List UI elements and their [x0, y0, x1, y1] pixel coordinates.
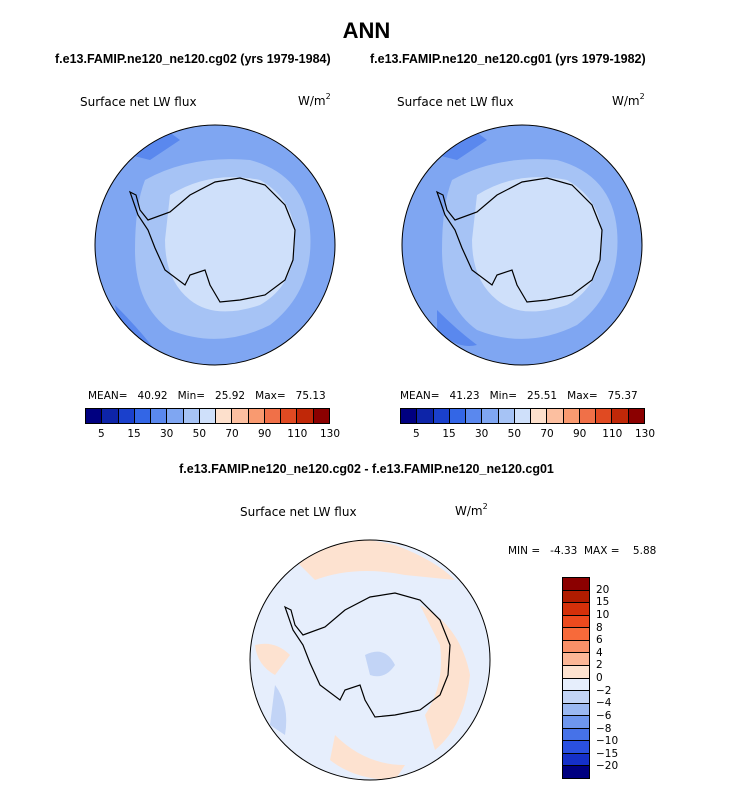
colorbar-tick-label: −4: [596, 697, 612, 710]
colorbar-swatch: [134, 409, 152, 423]
colorbar-swatch: [628, 409, 644, 423]
colorbar-tick-label: 5: [97, 428, 105, 440]
colorbar-swatch: [199, 409, 217, 423]
colorbar-swatch: [563, 741, 589, 754]
colorbar-swatch: [102, 409, 119, 423]
left-panel-unit: W/m2: [298, 92, 331, 108]
colorbar-swatch: [563, 615, 589, 629]
colorbar-tick-label: 30: [159, 428, 174, 440]
colorbar-tick-label: 2: [596, 659, 603, 672]
colorbar-tick-label: 70: [540, 428, 554, 440]
colorbar-tick-label: −15: [596, 747, 619, 760]
colorbar-tick-label: 15: [127, 428, 141, 440]
colorbar-tick-label: −8: [596, 722, 612, 735]
right-polar-map: [401, 124, 643, 366]
right-stats: MEAN= 41.23 Min= 25.51 Max= 75.37: [400, 390, 638, 402]
colorbar-tick-label: 0: [596, 672, 603, 684]
colorbar-tick-label: −2: [596, 684, 612, 697]
colorbar-swatch: [232, 409, 249, 423]
colorbar-swatch: [563, 590, 589, 604]
colorbar-tick-label: −20: [596, 760, 619, 773]
right-panel-unit: W/m2: [612, 92, 645, 108]
left-stats: MEAN= 40.92 Min= 25.92 Max= 75.13: [88, 390, 326, 402]
colorbar-swatch: [563, 628, 589, 641]
colorbar-swatch: [417, 409, 434, 423]
colorbar-tick-label: −10: [596, 735, 619, 748]
colorbar-tick-label: 50: [192, 428, 207, 440]
colorbar-tick-label: 70: [225, 428, 239, 440]
colorbar-swatch: [563, 703, 589, 717]
colorbar-tick-label: 6: [596, 634, 603, 647]
diff-panel-label: Surface net LW flux: [240, 505, 357, 519]
colorbar-swatch: [579, 409, 597, 423]
right-panel-label: Surface net LW flux: [397, 95, 514, 109]
colorbar-swatch: [612, 409, 629, 423]
colorbar-tick-label: 4: [596, 646, 603, 659]
colorbar-tick-label: 50: [507, 428, 522, 440]
colorbar-swatch: [563, 753, 589, 767]
colorbar-swatch: [264, 409, 282, 423]
left-colorbar: [85, 408, 330, 424]
colorbar-swatch: [313, 409, 329, 423]
colorbar-swatch: [563, 728, 589, 742]
colorbar-tick-label: 15: [442, 428, 456, 440]
colorbar-swatch: [563, 578, 589, 591]
colorbar-tick-label: 110: [287, 428, 308, 440]
left-panel-label: Surface net LW flux: [80, 95, 197, 109]
page-title: ANN: [342, 18, 391, 43]
right-colorbar-labels: 5 15 30 50 70 90 110 130: [400, 428, 655, 442]
colorbar-swatch: [151, 409, 168, 423]
colorbar-swatch: [596, 409, 613, 423]
diff-stats: MIN = -4.33 MAX = 5.88: [508, 545, 657, 557]
colorbar-tick-label: 90: [257, 428, 272, 440]
left-colorbar-labels: 5 15 30 50 70 90 110 130: [85, 428, 340, 442]
colorbar-tick-label: 110: [602, 428, 623, 440]
colorbar-swatch: [167, 409, 184, 423]
colorbar-swatch: [563, 665, 589, 679]
colorbar-tick-label: 30: [474, 428, 489, 440]
colorbar-swatch: [281, 409, 298, 423]
colorbar-swatch: [449, 409, 467, 423]
colorbar-tick-label: 8: [596, 621, 603, 634]
colorbar-swatch: [563, 640, 589, 654]
colorbar-swatch: [297, 409, 314, 423]
diff-case-title: f.e13.FAMIP.ne120_ne120.cg02 - f.e13.FAM…: [179, 462, 554, 476]
colorbar-tick-label: 130: [319, 428, 341, 440]
colorbar-swatch: [563, 766, 589, 778]
colorbar-swatch: [498, 409, 515, 423]
colorbar-swatch: [183, 409, 200, 423]
colorbar-swatch: [563, 716, 589, 729]
colorbar-tick-label: 130: [634, 428, 656, 440]
right-colorbar: [400, 408, 645, 424]
colorbar-tick-label: 20: [596, 583, 610, 596]
right-case-title: f.e13.FAMIP.ne120_ne120.cg01 (yrs 1979-1…: [370, 52, 646, 66]
colorbar-swatch: [563, 409, 580, 423]
diff-colorbar-labels: 20 15 10 8 6 4 2 0 −2 −4 −6 −8 −10 −15 −20: [562, 577, 622, 779]
left-polar-map: [94, 124, 336, 366]
colorbar-swatch: [547, 409, 564, 423]
colorbar-swatch: [248, 409, 265, 423]
colorbar-swatch: [563, 678, 589, 692]
colorbar-swatch: [401, 409, 418, 423]
colorbar-swatch: [531, 409, 548, 423]
diff-polar-map: [249, 539, 491, 781]
colorbar-tick-label: 90: [572, 428, 587, 440]
colorbar-swatch: [466, 409, 483, 423]
diff-colorbar: [562, 577, 590, 779]
colorbar-swatch: [563, 691, 589, 704]
colorbar-tick-label: 5: [412, 428, 420, 440]
left-case-title: f.e13.FAMIP.ne120_ne120.cg02 (yrs 1979-1…: [55, 52, 331, 66]
colorbar-tick-label: −6: [596, 709, 612, 722]
diff-panel-unit: W/m2: [455, 502, 488, 518]
colorbar-swatch: [86, 409, 103, 423]
colorbar-swatch: [563, 653, 589, 666]
colorbar-swatch: [433, 409, 450, 423]
colorbar-swatch: [118, 409, 135, 423]
colorbar-tick-label: 10: [596, 608, 610, 621]
colorbar-swatch: [482, 409, 499, 423]
colorbar-swatch: [563, 603, 589, 616]
colorbar-tick-label: 15: [596, 596, 610, 609]
colorbar-swatch: [216, 409, 233, 423]
colorbar-swatch: [514, 409, 532, 423]
